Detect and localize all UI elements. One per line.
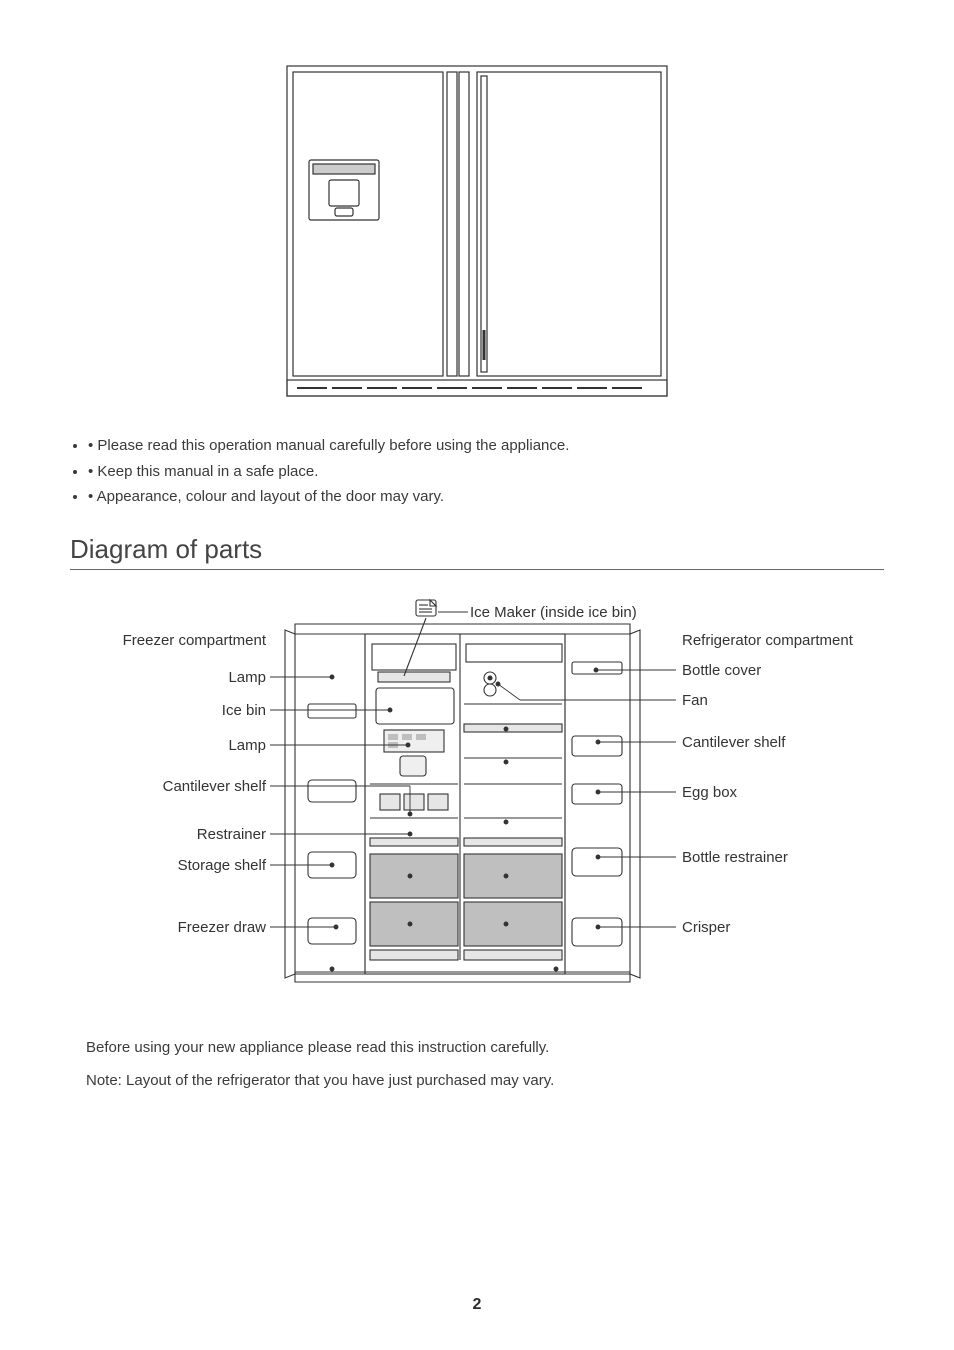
post-diagram-notes: Before using your new appliance please r…	[86, 1034, 884, 1094]
fridge-open-svg	[70, 584, 884, 1004]
note-line: Before using your new appliance please r…	[86, 1034, 884, 1061]
section-rule	[70, 569, 884, 570]
manual-page: • Please read this operation manual care…	[0, 0, 954, 1350]
intro-bullets: • Please read this operation manual care…	[88, 433, 884, 510]
section-heading: Diagram of parts	[70, 534, 884, 565]
bullet-text: • Please read this operation manual care…	[88, 437, 569, 454]
fridge-closed-svg	[277, 60, 677, 410]
bullet-item: • Keep this manual in a safe place.	[88, 459, 884, 485]
bullet-item: • Appearance, colour and layout of the d…	[88, 484, 884, 510]
hero-illustration	[70, 60, 884, 415]
parts-diagram: Freezer compartment Refrigerator compart…	[70, 584, 884, 1004]
note-line: Note: Layout of the refrigerator that yo…	[86, 1067, 884, 1094]
bullet-item: • Please read this operation manual care…	[88, 433, 884, 459]
bullet-text: • Keep this manual in a safe place.	[88, 463, 318, 480]
bullet-text: • Appearance, colour and layout of the d…	[88, 488, 444, 505]
page-number: 2	[0, 1296, 954, 1314]
